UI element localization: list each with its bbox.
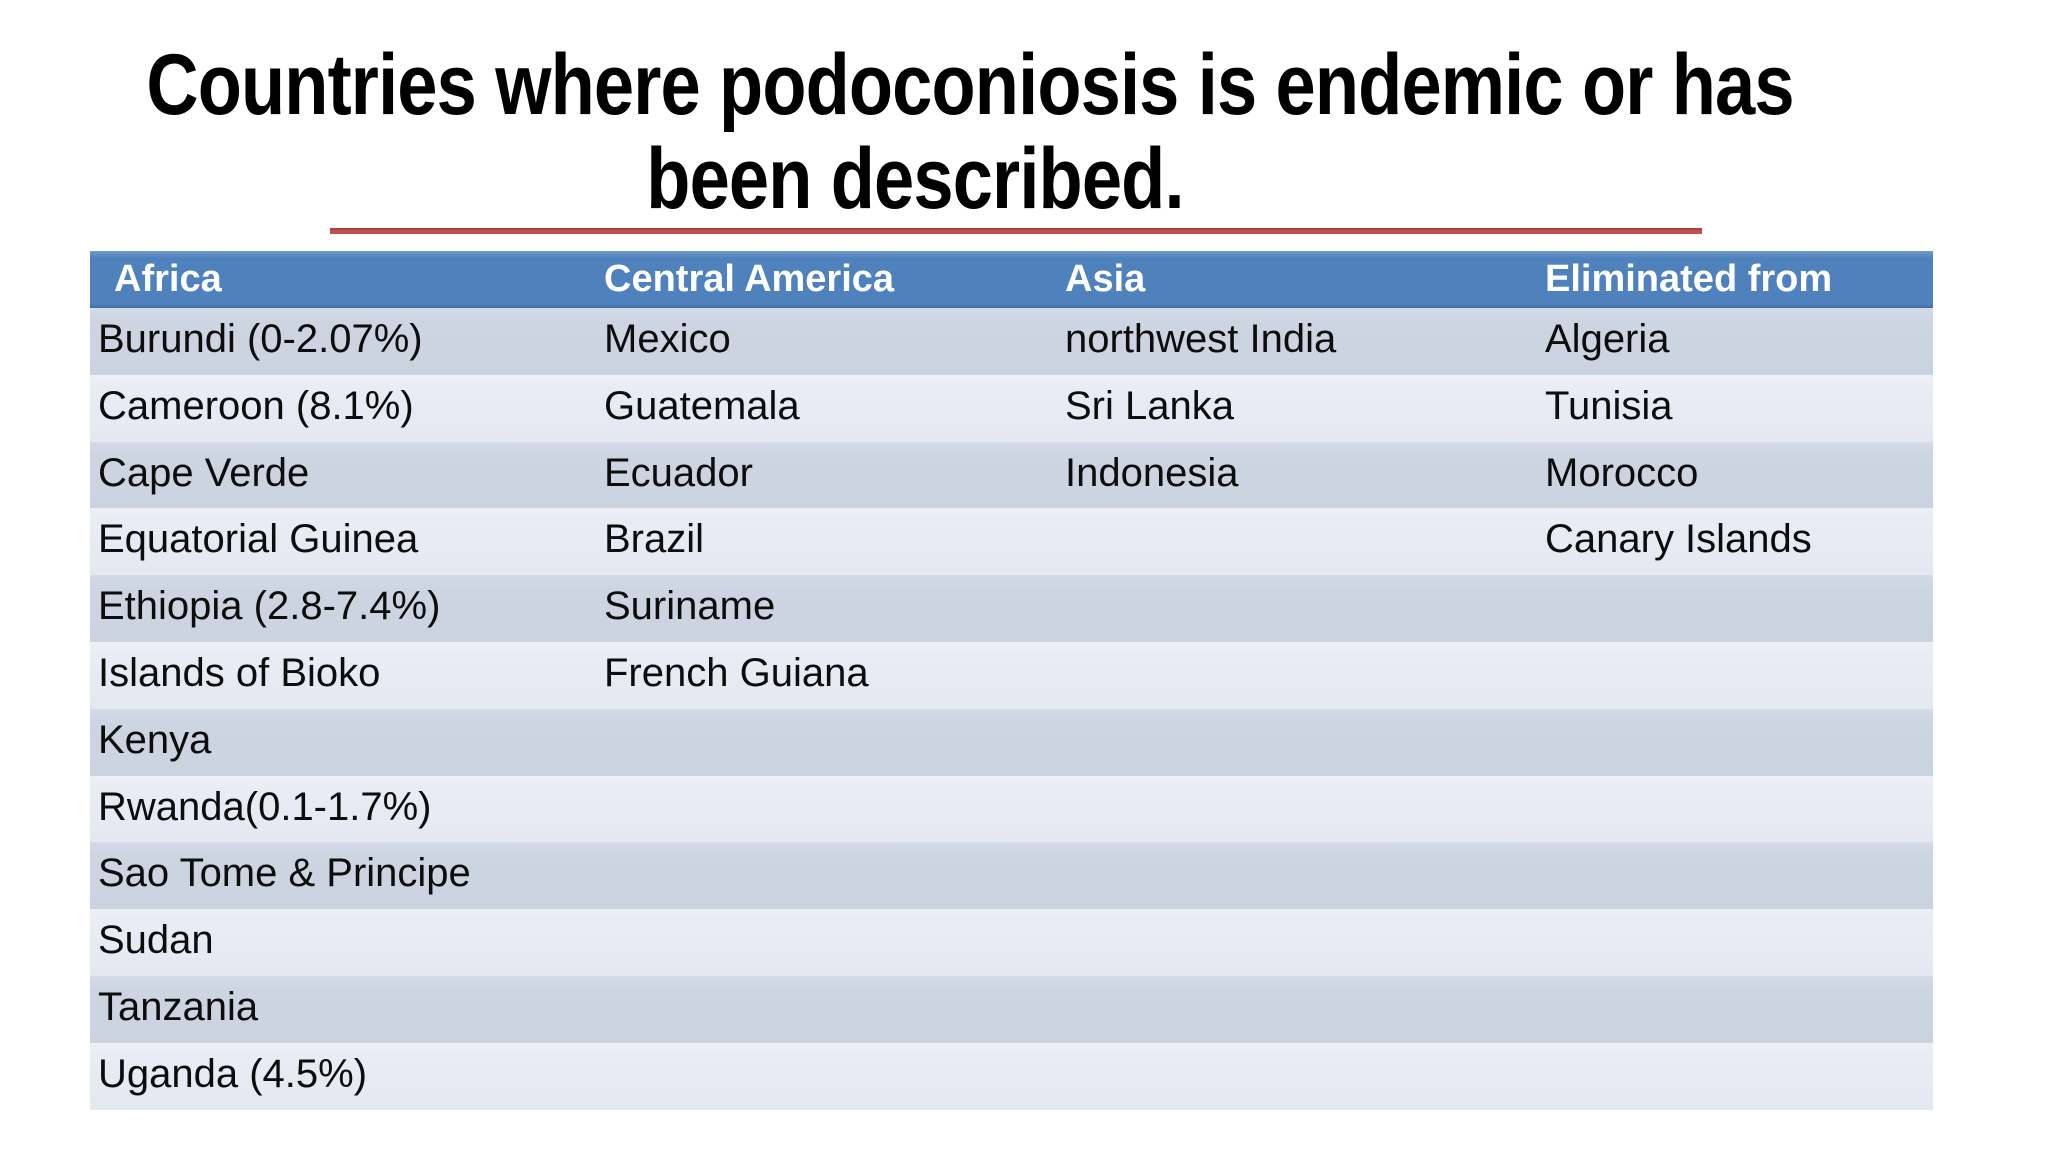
table-cell [1537, 909, 1933, 976]
table-row: Sao Tome & Principe [90, 842, 1933, 910]
table-cell [596, 976, 1057, 1043]
table-row: Rwanda(0.1-1.7%) [90, 775, 1933, 843]
table-cell [1057, 909, 1537, 976]
table-row: Kenya [90, 708, 1933, 776]
table-cell: French Guiana [604, 650, 869, 695]
table-cell [1537, 1043, 1933, 1110]
table-cell [1057, 575, 1537, 642]
table-cell [596, 909, 1057, 976]
table-row: Sudan [90, 909, 1933, 976]
table-cell: Suriname [604, 584, 776, 629]
table-cell [1057, 508, 1537, 575]
table-cell: Tunisia [1545, 383, 1673, 428]
table-header-row: Africa Central America Asia Eliminated f… [90, 251, 1933, 308]
table-row: Burundi (0-2.07%) Mexico northwest India… [90, 308, 1933, 375]
table-cell [1537, 976, 1933, 1043]
table-row: Cameroon (8.1%) Guatemala Sri Lanka Tuni… [90, 374, 1933, 442]
table-cell: Sao Tome & Principe [98, 851, 471, 896]
table-cell [1537, 842, 1933, 909]
table-cell: Uganda (4.5%) [98, 1051, 368, 1096]
header-cell-asia: Asia [1065, 258, 1146, 300]
table-cell [596, 1043, 1057, 1110]
title-underline-accent [330, 228, 1702, 234]
table-cell [1537, 642, 1933, 709]
table-cell: Tanzania [98, 984, 259, 1029]
header-cell-africa: Africa [114, 258, 222, 300]
table-row: Tanzania [90, 975, 1933, 1043]
table-cell [1057, 976, 1537, 1043]
table-cell: northwest India [1065, 317, 1337, 361]
table-cell [1057, 1043, 1537, 1110]
table-cell [1057, 842, 1537, 909]
slide-title-line-2: been described. [646, 131, 1184, 227]
table-cell: Algeria [1545, 317, 1670, 361]
table-cell: Sri Lanka [1065, 383, 1234, 428]
table-cell: Guatemala [604, 383, 800, 428]
table-cell: Ethiopia (2.8-7.4%) [98, 584, 441, 629]
table-cell: Burundi (0-2.07%) [98, 317, 423, 361]
table-cell: Ecuador [604, 450, 753, 495]
table-cell: Equatorial Guinea [98, 517, 419, 562]
table-cell [1537, 709, 1933, 776]
table-cell [1057, 642, 1537, 709]
table-cell: Brazil [604, 517, 705, 562]
table-cell [1057, 776, 1537, 843]
table-cell [1057, 709, 1537, 776]
table-row: Cape Verde Ecuador Indonesia Morocco [90, 441, 1933, 509]
table-cell [596, 709, 1057, 776]
countries-table: Africa Central America Asia Eliminated f… [90, 251, 1933, 1110]
table-cell: Indonesia [1065, 450, 1239, 495]
table-cell: Sudan [98, 918, 214, 963]
table-row: Uganda (4.5%) [90, 1042, 1933, 1110]
table-cell: Canary Islands [1545, 517, 1812, 562]
table-row: Equatorial Guinea Brazil Canary Islands [90, 508, 1933, 576]
table-cell: Mexico [604, 317, 731, 361]
table-cell: Islands of Bioko [98, 650, 381, 695]
slide-title-line-1: Countries where podoconiosis is endemic … [146, 37, 1794, 133]
header-cell-eliminated-from: Eliminated from [1545, 258, 1833, 300]
table-cell [1537, 575, 1933, 642]
table-row: Islands of Bioko French Guiana [90, 641, 1933, 709]
header-cell-central-america: Central America [604, 258, 895, 300]
table-row: Ethiopia (2.8-7.4%) Suriname [90, 575, 1933, 642]
table-cell [596, 776, 1057, 843]
table-cell: Cameroon (8.1%) [98, 383, 414, 428]
slide-title: Countries where podoconiosis is endemic … [0, 38, 1830, 226]
table-cell: Morocco [1545, 450, 1699, 495]
table-cell [1537, 776, 1933, 843]
table-cell: Rwanda(0.1-1.7%) [98, 784, 432, 829]
table-cell: Cape Verde [98, 450, 310, 495]
table-cell [596, 842, 1057, 909]
table-cell: Kenya [98, 717, 212, 762]
